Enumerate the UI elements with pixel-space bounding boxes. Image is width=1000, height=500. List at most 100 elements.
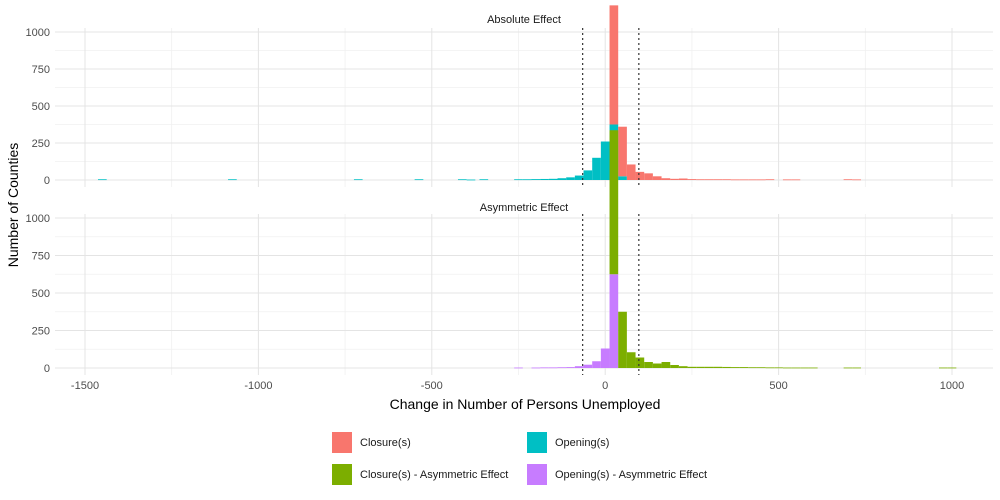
legend-swatch <box>332 432 352 453</box>
bar-closure-s <box>609 5 619 125</box>
bar-closure-s-asymmetric-effect <box>774 367 783 369</box>
y-tick-label: 0 <box>44 363 50 375</box>
grid <box>55 28 993 187</box>
bar-closure-s <box>670 178 679 180</box>
bar-opening-s <box>479 179 489 181</box>
bar-closure-s-asymmetric-effect <box>756 367 766 369</box>
bar-closure-s-asymmetric-effect <box>791 367 801 369</box>
x-axis-title: Change in Number of Persons Unemployed <box>390 396 661 412</box>
panel-1: Absolute Effect 0 250 500 750 1000 <box>26 5 993 187</box>
bar-closure-s <box>661 178 671 180</box>
bar-opening-s <box>522 179 532 181</box>
legend-swatch <box>527 432 547 453</box>
bar-opening-s-asymmetric-effect <box>583 364 593 368</box>
y-tick-label: 750 <box>32 64 50 76</box>
bar-closure-s-asymmetric-effect <box>722 366 731 368</box>
bar-closure-s-asymmetric-effect <box>618 311 627 368</box>
bar-closure-s <box>713 179 723 181</box>
bar-closure-s-asymmetric-effect <box>644 362 653 368</box>
x-tick-label: 1000 <box>940 380 964 392</box>
bar-closure-s <box>618 126 627 177</box>
bar-closure-s <box>739 179 749 181</box>
bar-closure-s-asymmetric-effect <box>938 367 948 369</box>
bar-opening-s <box>531 179 541 180</box>
bar-opening-s-asymmetric-effect <box>592 361 601 368</box>
bar-closure-s <box>782 179 792 181</box>
bar-opening-s <box>514 179 523 181</box>
legend: Closure(s) Opening(s) Closure(s) - Asymmet… <box>332 432 707 485</box>
x-tick-label: -1500 <box>71 380 99 392</box>
bar-closure-s-asymmetric-effect <box>678 366 688 368</box>
bar-opening-s <box>228 179 237 181</box>
bar-closure-s <box>843 179 853 181</box>
bar-closure-s <box>722 179 731 181</box>
bar-opening-s <box>574 175 584 180</box>
bar-opening-s-asymmetric-effect <box>548 367 558 369</box>
bar-closure-s-asymmetric-effect <box>843 367 853 369</box>
bar-opening-s <box>583 170 593 180</box>
x-tick-label: -500 <box>421 380 443 392</box>
x-axis-ticks: -1500 -1000 -500 0 500 1000 <box>71 380 964 392</box>
bar-closure-s-asymmetric-effect <box>652 363 662 368</box>
bar-opening-s <box>98 179 107 181</box>
bars <box>514 130 957 369</box>
y-tick-label: 750 <box>32 251 50 263</box>
legend-label: Opening(s) <box>555 437 609 449</box>
bar-opening-s-asymmetric-effect <box>566 367 575 368</box>
bar-closure-s-asymmetric-effect <box>704 366 714 368</box>
bar-opening-s <box>466 179 476 181</box>
bar-closure-s <box>635 171 645 180</box>
bar-closure-s <box>696 179 705 181</box>
panel-title: Asymmetric Effect <box>480 202 568 214</box>
bar-opening-s <box>592 157 601 180</box>
bar-closure-s <box>704 179 714 181</box>
bar-closure-s-asymmetric-effect <box>800 367 809 369</box>
bar-opening-s <box>457 179 467 181</box>
bar-opening-s <box>353 179 363 181</box>
bar-opening-s <box>548 178 558 180</box>
x-tick-label: 0 <box>602 380 608 392</box>
bar-closure-s-asymmetric-effect <box>852 367 861 369</box>
bar-closure-s <box>644 173 653 180</box>
bar-closure-s-asymmetric-effect <box>730 367 740 368</box>
bar-closure-s <box>791 179 801 181</box>
bar-closure-s-asymmetric-effect <box>808 367 818 369</box>
panel-2: Asymmetric Effect 0 250 500 750 1000 <box>26 130 993 375</box>
bar-closure-s-asymmetric-effect <box>782 367 792 369</box>
bar-opening-s-asymmetric-effect <box>600 348 610 368</box>
bar-closure-s-asymmetric-effect <box>635 357 645 368</box>
bar-closure-s-asymmetric-effect <box>713 366 723 368</box>
y-tick-label: 500 <box>32 101 50 113</box>
bar-closure-s-asymmetric-effect <box>748 367 757 369</box>
bar-closure-s-asymmetric-effect <box>739 367 749 368</box>
bar-closure-s <box>626 164 636 180</box>
bar-closure-s <box>765 179 775 181</box>
legend-label: Closure(s) <box>360 437 411 449</box>
panel-title: Absolute Effect <box>487 14 561 26</box>
bar-opening-s-asymmetric-effect <box>574 366 584 368</box>
bar-closure-s <box>678 178 688 180</box>
bar-closure-s-asymmetric-effect <box>765 367 775 369</box>
bar-opening-s <box>540 178 549 180</box>
y-tick-label: 1000 <box>26 27 50 39</box>
bar-closure-s-asymmetric-effect <box>687 366 697 368</box>
bar-opening-s-asymmetric-effect <box>514 367 523 369</box>
bar-closure-s <box>652 176 662 180</box>
legend-swatch <box>527 464 547 485</box>
bar-closure-s-asymmetric-effect <box>670 365 679 368</box>
bar-opening-s-asymmetric-effect <box>540 367 549 369</box>
legend-label: Closure(s) - Asymmetric Effect <box>360 469 508 481</box>
bar-closure-s <box>756 179 766 181</box>
bar-closure-s-asymmetric-effect <box>696 366 705 368</box>
bar-closure-s <box>748 179 757 181</box>
y-tick-label: 250 <box>32 138 50 150</box>
bar-opening-s-asymmetric-effect <box>531 367 541 369</box>
bar-opening-s <box>600 141 610 180</box>
y-tick-label: 1000 <box>26 213 50 225</box>
bar-closure-s-asymmetric-effect <box>609 130 619 275</box>
y-axis-title: Number of Counties <box>5 143 21 268</box>
y-tick-label: 250 <box>32 326 50 338</box>
y-tick-label: 0 <box>44 175 50 187</box>
bar-opening-s <box>414 179 424 181</box>
